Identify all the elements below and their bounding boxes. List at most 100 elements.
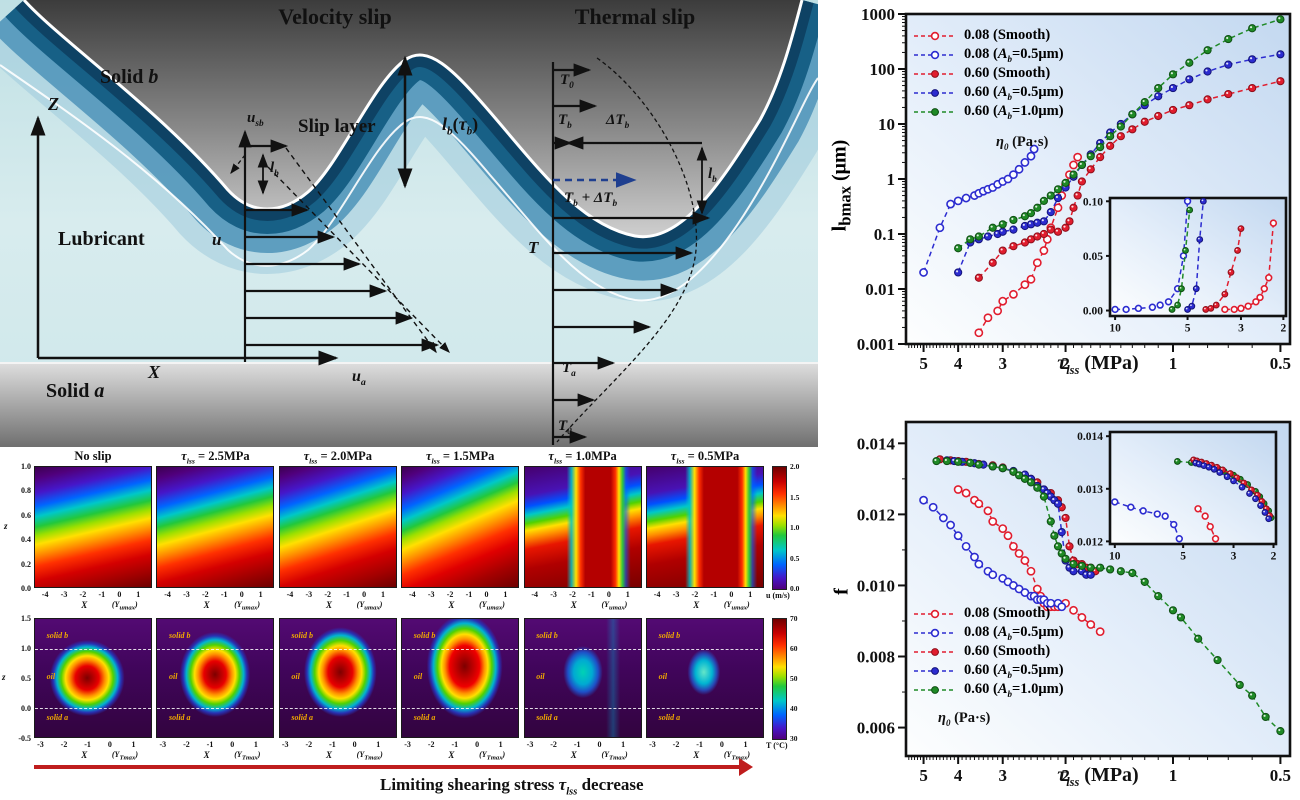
svg-text:0.006: 0.006 <box>857 719 895 738</box>
solid-b-label: Solid b <box>100 66 159 88</box>
solid-a-body <box>0 363 818 447</box>
x-axis-label: X <box>81 750 88 760</box>
velocity-profile <box>230 129 450 362</box>
x-tick-label: -3 <box>159 740 167 749</box>
contour-title: τlss = 1.0MPa <box>548 449 617 466</box>
x-tick-label: 1 <box>498 740 503 749</box>
x-tick-label: -2 <box>550 740 557 749</box>
region-label: solid a <box>658 713 681 723</box>
slip-length-function-label: lb(τb) <box>442 114 479 138</box>
x-axis-label: X <box>326 600 333 610</box>
svg-text:0.013: 0.013 <box>1077 484 1103 496</box>
x-tick-label: 1 <box>258 590 263 599</box>
legend-label: 0.08 (Smooth) <box>964 605 1051 621</box>
x-axis-title: τlss (MPa) <box>1057 764 1139 789</box>
x-tick-label: -4 <box>286 590 294 599</box>
y-tick-label: 1.0 <box>21 462 31 471</box>
legend-label: 0.08 (Smooth) <box>964 27 1051 43</box>
x-tick-label: -2 <box>691 590 699 599</box>
svg-text:0.01: 0.01 <box>865 280 895 299</box>
legend-label: 0.60 (Ab=0.5μm) <box>964 661 1064 680</box>
legend-label: 0.60 (Smooth) <box>964 65 1051 81</box>
velocity-contour-panel <box>34 466 152 588</box>
svg-text:0.00: 0.00 <box>1083 306 1103 318</box>
x-tick-label: -3 <box>305 590 313 599</box>
legend-label: 0.60 (Ab=1.0μm) <box>964 102 1064 121</box>
x-axis-label: X <box>570 750 577 760</box>
x-tick-label: -2 <box>324 590 332 599</box>
x-tick-label: 1 <box>381 590 385 599</box>
y-axis-title: f <box>830 588 853 595</box>
svg-text:2: 2 <box>1280 323 1286 335</box>
slip-layer-label: Slip layer <box>298 116 376 137</box>
region-label: oil <box>658 672 668 682</box>
lubricant-label: Lubricant <box>58 228 145 250</box>
y-tick-label: -0.5 <box>18 734 31 743</box>
interface-line-top <box>647 648 763 650</box>
x-tick-label: 0 <box>484 590 489 599</box>
colorbar-tick-label: 60 <box>790 644 798 653</box>
svg-text:3: 3 <box>998 354 1007 373</box>
y-tick-label: 0.0 <box>21 704 31 713</box>
x-axis-note: (Yumax) <box>234 600 261 612</box>
x-axis-note: (Yumax) <box>479 600 505 612</box>
legend-marker <box>914 647 956 656</box>
x-axis-note: (YTmax) <box>601 750 628 762</box>
region-label: solid a <box>168 713 191 723</box>
z-axis-label: Z <box>48 94 59 114</box>
region-label: solid b <box>291 630 313 640</box>
svg-text:2: 2 <box>1061 766 1070 785</box>
x-tick-label: 1 <box>625 590 630 599</box>
lb-velocity-label: lb <box>270 160 279 179</box>
svg-text:0.5: 0.5 <box>1270 354 1291 373</box>
lbmax-chart: 5 4 3 2 1 0.5 0.001 0.01 0.1 1 10 100 1000 10 5 3 2 0.10 0… <box>818 0 1300 400</box>
colorbar-tick-label: 1.5 <box>790 492 800 502</box>
chart-legend: 0.08 (Smooth) 0.08 (Ab=0.5μm) 0.60 (Smooth… <box>912 604 1064 699</box>
x-axis-label: X <box>693 750 700 760</box>
x-axis-label: X <box>203 600 210 610</box>
svg-text:2: 2 <box>1271 551 1277 563</box>
svg-text:5: 5 <box>1180 551 1186 563</box>
decrease-arrow <box>34 758 753 776</box>
y-tick-label: 0.4 <box>21 535 31 545</box>
velocity-contour-panel <box>646 466 764 588</box>
x-tick-label: -3 <box>550 590 557 599</box>
interface-line-bottom <box>402 707 519 709</box>
svg-text:1: 1 <box>887 170 896 189</box>
colorbar-unit-label: T (°C) <box>766 741 788 750</box>
region-label: solid a <box>536 713 558 723</box>
interface-line-bottom <box>35 707 151 709</box>
thermal-profile <box>551 57 711 445</box>
x-axis-label: X <box>448 600 455 610</box>
x-tick-label: -1 <box>329 740 336 749</box>
interface-line-bottom <box>157 707 274 709</box>
coordinate-axes <box>30 115 339 366</box>
x-tick-label: -2 <box>446 590 454 599</box>
svg-text:4: 4 <box>954 354 963 373</box>
svg-text:0.5: 0.5 <box>1270 766 1291 785</box>
legend-entry: 0.60 (Ab=1.0μm) <box>912 102 1064 121</box>
x-tick-label: 0 <box>117 590 122 599</box>
interface-line-top <box>524 648 641 650</box>
decrease-arrow-caption: Limiting shearing stress τlss decrease <box>380 775 644 798</box>
svg-text:5: 5 <box>1185 323 1191 335</box>
series-line <box>1197 508 1217 540</box>
contour-title: τlss = 2.0MPa <box>303 449 373 466</box>
ua-label: ua <box>352 368 366 389</box>
temperature-contour-panel: solid b oil solid a <box>156 618 275 738</box>
svg-text:2: 2 <box>1061 354 1070 373</box>
region-label: solid b <box>536 630 558 640</box>
x-tick-label: -1 <box>465 590 473 599</box>
x-tick-label: -2 <box>79 590 87 599</box>
temperature-colorbar <box>772 618 787 740</box>
friction-chart: 5 4 3 2 1 0.5 0.006 0.008 0.010 0.012 0.014 10 5 3 2 0.… <box>818 400 1300 800</box>
x-tick-label: -4 <box>653 590 661 599</box>
x-axis-note: (Yumax) <box>111 600 138 612</box>
legend-label: 0.08 (Ab=0.5μm) <box>964 623 1064 642</box>
legend-marker <box>914 666 956 675</box>
x-axis-note: (Yumax) <box>601 600 628 612</box>
x-tick-label: -2 <box>60 740 68 749</box>
legend-entry: 0.08 (Smooth) <box>912 604 1064 623</box>
legend-entry: 0.60 (Ab=1.0μm) <box>912 680 1064 699</box>
x-tick-label: -1 <box>573 740 581 749</box>
